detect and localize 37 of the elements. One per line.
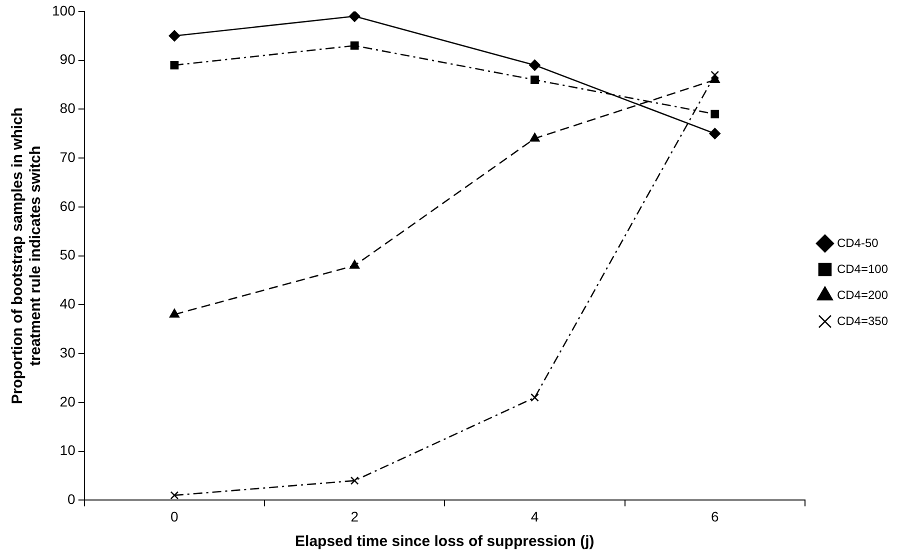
y-tick-label: 0 [68, 491, 76, 508]
y-tick-label: 10 [60, 442, 76, 458]
point [350, 41, 359, 50]
point [530, 132, 540, 142]
point [530, 393, 539, 402]
y-tick-label: 100 [52, 2, 76, 18]
point [170, 60, 179, 70]
legend-label: CD4=350 [836, 314, 888, 328]
y-tick-label: 90 [60, 51, 76, 68]
y-tick-label: 80 [60, 100, 76, 116]
x-tick-label: 4 [530, 508, 539, 524]
y-tick-label: 60 [60, 198, 76, 214]
point [350, 260, 360, 269]
point [170, 491, 179, 500]
x-tick-label: 2 [350, 508, 359, 524]
y-tick-label: 50 [60, 246, 76, 263]
point [710, 74, 720, 83]
point [529, 60, 540, 71]
point [348, 11, 360, 22]
x-tick-label: 0 [170, 508, 179, 524]
y-tick-label: 30 [60, 344, 76, 360]
point [710, 110, 720, 118]
x-tick-label: 6 [710, 508, 719, 524]
point [169, 308, 180, 318]
legend-label: CD4-50 [836, 236, 879, 250]
y-tick-label: 20 [60, 393, 76, 410]
point [168, 30, 180, 42]
point [709, 128, 721, 140]
point [530, 76, 539, 84]
point [710, 70, 720, 80]
legend-label: CD4=200 [836, 288, 888, 302]
y-tick-label: 40 [60, 296, 76, 312]
y-tick-label: 70 [60, 148, 76, 165]
y-axis-title: Proportion of bootstrap samples in which treatment rule indicates switch [9, 107, 44, 404]
x-axis-title: Elapsed time since loss of suppression (j) [295, 533, 594, 550]
point [350, 476, 359, 485]
legend-label: CD4=100 [836, 262, 888, 276]
